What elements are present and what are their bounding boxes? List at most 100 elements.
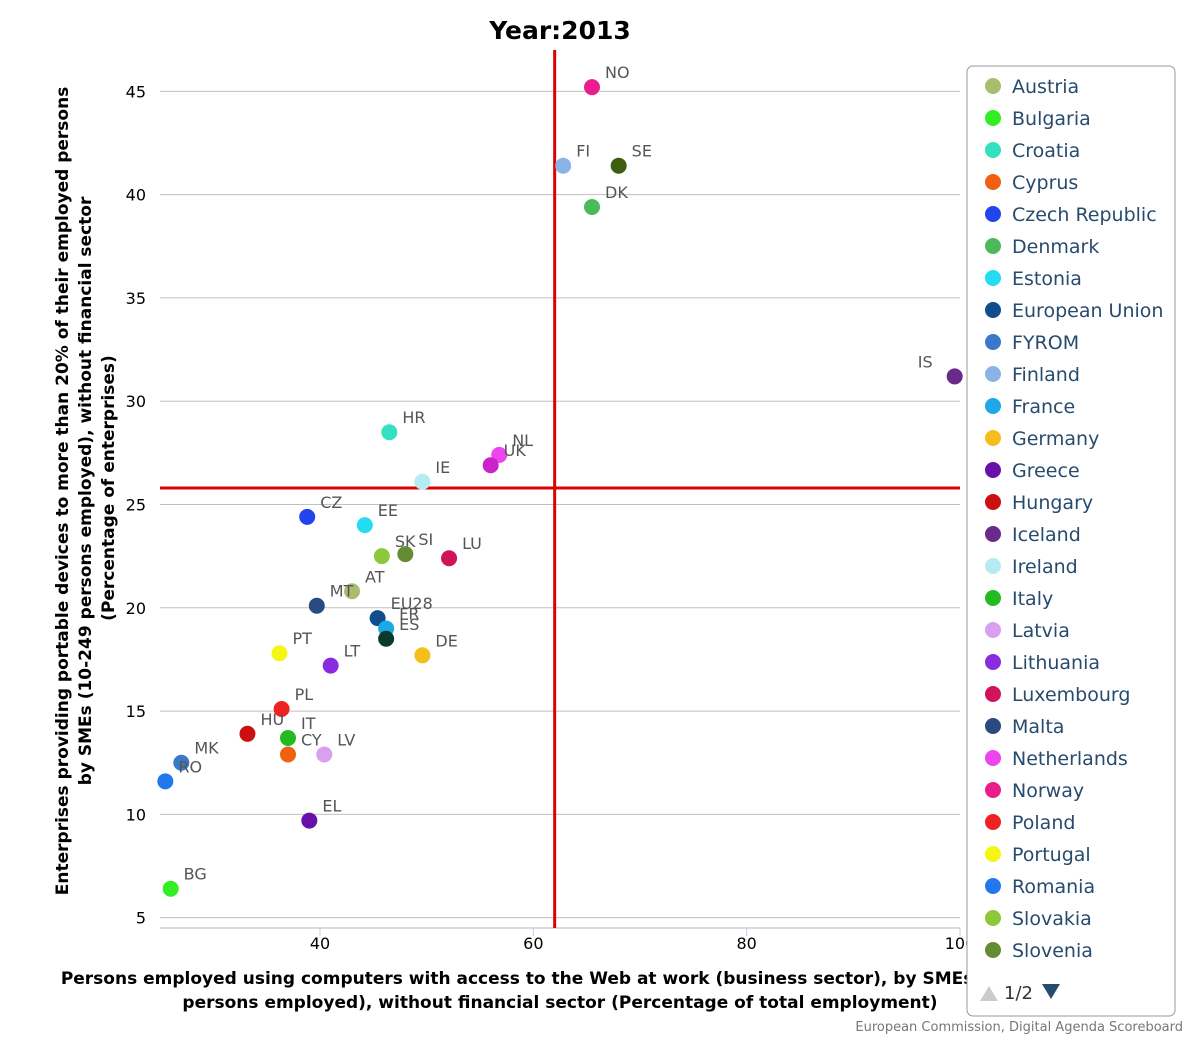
legend-label-ireland: Ireland [1012,556,1078,578]
legend-item-cyprus[interactable]: Cyprus [985,172,1078,194]
legend-item-malta[interactable]: Malta [985,716,1064,738]
x-tick-label-80: 80 [736,934,756,953]
legend-item-fyrom[interactable]: FYROM [985,332,1079,354]
y-tick-label-30: 30 [126,392,146,411]
point-ie [414,473,431,490]
point-es [378,630,395,647]
point-pl [273,701,290,718]
y-tick-label-10: 10 [126,805,146,824]
legend-prev-arrow-icon[interactable] [980,986,998,1001]
point-label-is: IS [918,352,933,371]
y-tick-label-5: 5 [136,909,146,928]
legend-marker-finland [985,366,1001,382]
legend-item-finland[interactable]: Finland [985,364,1080,386]
point-label-de: DE [435,631,457,650]
legend-item-lithuania[interactable]: Lithuania [985,652,1100,674]
legend-label-denmark: Denmark [1012,236,1099,258]
legend-item-estonia[interactable]: Estonia [985,268,1082,290]
legend-label-fyrom: FYROM [1012,332,1079,354]
point-uk [482,457,499,474]
legend-marker-estonia [985,270,1001,286]
legend-item-slovakia[interactable]: Slovakia [985,908,1092,930]
legend-item-germany[interactable]: Germany [985,428,1099,450]
y-tick-label-45: 45 [126,82,146,101]
legend-marker-cyprus [985,174,1001,190]
legend-marker-luxembourg [985,686,1001,702]
legend-item-iceland[interactable]: Iceland [985,524,1081,546]
legend-item-france[interactable]: France [985,396,1075,418]
point-dk [584,199,600,216]
legend-item-netherlands[interactable]: Netherlands [985,748,1128,770]
point-label-ie: IE [435,458,450,477]
credits[interactable]: European Commission, Digital Agenda Scor… [855,1020,1183,1035]
legend-marker-germany [985,430,1001,446]
point-ee [356,517,373,534]
point-lv [316,746,333,763]
legend-item-portugal[interactable]: Portugal [985,844,1091,866]
legend-item-austria[interactable]: Austria [985,76,1079,98]
point-label-si: SI [418,530,433,549]
legend-label-austria: Austria [1012,76,1079,98]
y-tick-label-25: 25 [126,495,146,514]
legend-item-slovenia[interactable]: Slovenia [985,940,1093,962]
x-axis-title-line-1: Persons employed using computers with ac… [61,969,1053,989]
legend-marker-iceland [985,526,1001,542]
legend-item-romania[interactable]: Romania [985,876,1095,898]
legend-marker-denmark [985,238,1001,254]
y-axis-title-line-2: by SMEs (10-249 persons employed), witho… [76,196,96,785]
point-at [344,583,360,600]
legend-marker-slovakia [985,910,1001,926]
legend-item-bulgaria[interactable]: Bulgaria [985,108,1091,130]
point-el [301,812,318,829]
legend-marker-poland [985,814,1001,830]
point-sk [373,548,390,565]
y-axis-ticks: 5 10 15 20 25 30 35 40 45 [126,82,146,927]
legend-label-slovakia: Slovakia [1012,908,1092,930]
point-label-pl: PL [295,685,314,704]
legend-marker-austria [985,78,1001,94]
point-label-lu: LU [462,534,482,553]
x-axis-title: Persons employed using computers with ac… [61,969,1059,1013]
point-label-cy: CY [301,730,322,749]
legend-item-hungary[interactable]: Hungary [985,492,1093,514]
legend-label-norway: Norway [1012,780,1084,802]
point-label-fi: FI [576,142,590,161]
point-label-hr: HR [402,408,425,427]
point-label-fr: FR [399,604,419,623]
legend-item-latvia[interactable]: Latvia [985,620,1070,642]
point-label-cz: CZ [320,493,342,512]
legend-next-arrow-icon[interactable] [1042,984,1060,999]
point-no [584,79,600,96]
legend-label-croatia: Croatia [1012,140,1080,162]
point-label-no: NO [605,63,630,82]
legend-item-luxembourg[interactable]: Luxembourg [985,684,1130,706]
legend-label-poland: Poland [1012,812,1075,834]
legend-marker-greece [985,462,1001,478]
gridlines [160,90,960,919]
point-cz [299,508,316,525]
x-tick-label-60: 60 [523,934,543,953]
legend-item-denmark[interactable]: Denmark [985,236,1099,258]
y-tick-label-15: 15 [126,702,146,721]
point-label-dk: DK [605,183,628,202]
y-tick-label-35: 35 [126,289,146,308]
legend-item-italy[interactable]: Italy [985,588,1053,610]
legend-marker-malta [985,718,1001,734]
point-lu [441,550,458,567]
point-mt [308,597,325,614]
legend-marker-romania [985,878,1001,894]
legend-item-ireland[interactable]: Ireland [985,556,1078,578]
legend-item-croatia[interactable]: Croatia [985,140,1080,162]
point-fi [555,157,572,174]
legend-label-czech-republic: Czech Republic [1012,204,1157,226]
legend-item-norway[interactable]: Norway [985,780,1084,802]
legend-item-czech-republic[interactable]: Czech Republic [985,204,1157,226]
legend-item-european-union[interactable]: European Union [985,300,1163,322]
legend-label-france: France [1012,396,1075,418]
y-axis-title-line-1: Enterprises providing portable devices t… [53,87,73,896]
point-label-se: SE [632,142,652,161]
legend-item-greece[interactable]: Greece [985,460,1080,482]
legend-item-poland[interactable]: Poland [985,812,1075,834]
